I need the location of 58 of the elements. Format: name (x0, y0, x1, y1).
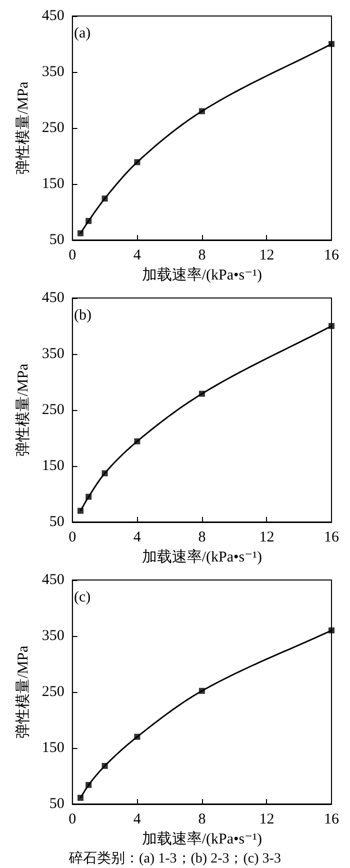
text: 碎石类别：(a) 1-3；(b) 2-3；(c) 3-3 (68, 850, 281, 866)
point (198, 108, 205, 114)
point (134, 159, 140, 166)
x-tick-label: 4 (133, 248, 142, 264)
point (134, 438, 140, 444)
point (328, 41, 334, 47)
y-axis-title: 弹性模量/MPa (14, 81, 32, 174)
x-tick-label: 4 (133, 530, 142, 546)
y-axis-title: 弹性模量/MPa (14, 363, 32, 456)
y-tick-label: 50 (49, 514, 64, 530)
x-tick-label: 8 (198, 812, 206, 828)
y-tick-label: 350 (42, 64, 64, 80)
point (328, 323, 334, 329)
x-tick-label: 12 (259, 812, 274, 828)
y-tick-label: 50 (49, 796, 64, 812)
x-tick-label: 0 (68, 812, 76, 828)
point (134, 734, 140, 740)
x-tick-label: 0 (68, 248, 76, 264)
y-axis-title: 弹性模量/MPa (14, 645, 32, 738)
x-tick-label: 8 (198, 248, 206, 264)
y-tick-label: 150 (42, 458, 64, 474)
x-tick-label: 12 (259, 248, 274, 264)
point (86, 218, 92, 224)
y-tick-label: 450 (42, 8, 64, 24)
annotation: (a) (74, 26, 91, 42)
y-tick-label: 50 (49, 232, 64, 248)
x-tick-label: 16 (324, 812, 340, 828)
y-tick-label: 150 (42, 176, 64, 192)
point (77, 230, 84, 236)
point (198, 390, 205, 397)
x-axis-title: 加载速率/(kPa•s⁻¹) (142, 830, 262, 848)
y-tick-label: 450 (42, 572, 64, 588)
x-tick-label: 16 (324, 248, 340, 264)
y-tick-label: 450 (42, 290, 64, 306)
y-tick-label: 350 (42, 346, 64, 362)
x-tick-label: 12 (259, 530, 274, 546)
x-tick-label: 4 (133, 812, 142, 828)
x-tick-label: 8 (198, 530, 206, 546)
y-tick-label: 150 (42, 740, 64, 756)
x-tick-label: 16 (324, 530, 340, 546)
y-tick-label: 350 (42, 628, 64, 644)
point (102, 470, 108, 476)
point (198, 688, 205, 694)
point (86, 494, 92, 500)
point (102, 196, 108, 202)
annotation: (c) (74, 590, 91, 606)
y-tick-label: 250 (42, 402, 64, 418)
point (77, 508, 84, 514)
point (77, 794, 84, 801)
point (102, 762, 108, 769)
point (86, 782, 92, 788)
x-axis-title: 加载速率/(kPa•s⁻¹) (142, 548, 262, 566)
x-tick-label: 0 (68, 530, 76, 546)
point (328, 627, 334, 634)
y-tick-label: 250 (42, 684, 64, 700)
annotation: (b) (74, 308, 92, 324)
x-axis-title: 加载速率/(kPa•s⁻¹) (142, 266, 262, 284)
y-tick-label: 250 (42, 120, 64, 136)
